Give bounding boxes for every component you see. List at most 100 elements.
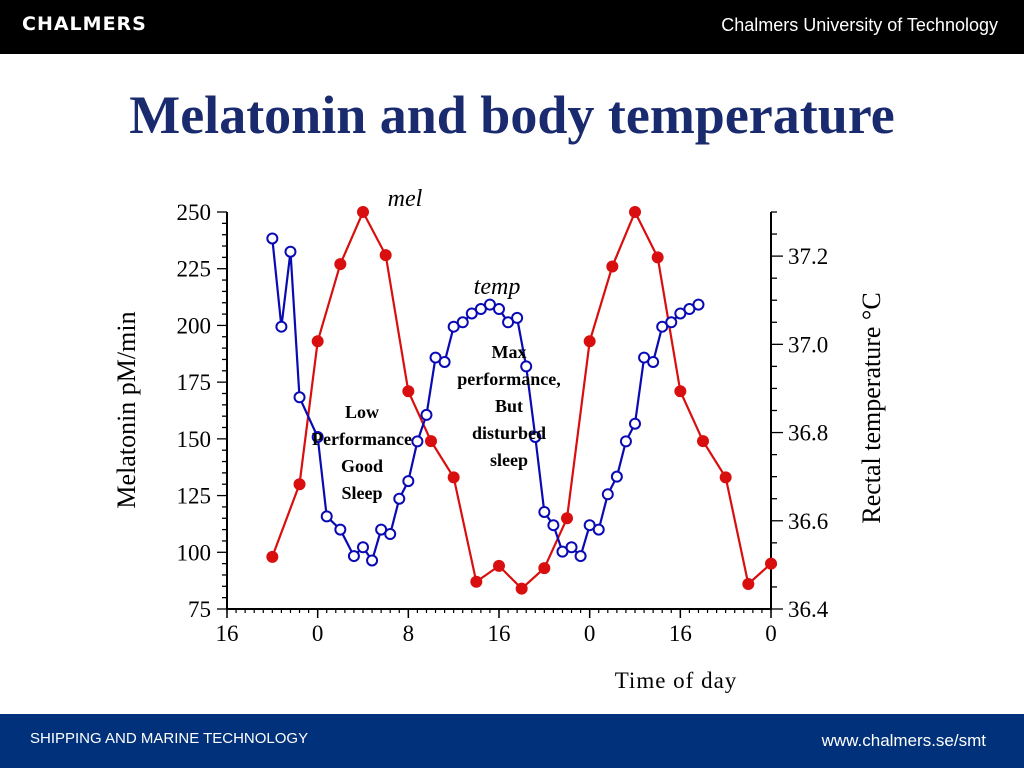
mel-point xyxy=(357,206,369,218)
footer-bar: SHIPPING AND MARINE TECHNOLOGY www.chalm… xyxy=(0,714,1024,768)
temp-point xyxy=(420,408,433,421)
temp-series-label: temp xyxy=(474,274,521,300)
mel-point xyxy=(606,260,619,273)
left-axis-title: Melatonin pM/min xyxy=(112,311,141,508)
mel-point xyxy=(583,335,596,348)
x-tick-label: 0 xyxy=(765,621,777,646)
left-tick-label: 150 xyxy=(177,427,212,452)
temp-point xyxy=(384,528,397,541)
mel-point xyxy=(697,435,709,448)
temp-point xyxy=(402,475,415,488)
data-points xyxy=(266,206,777,595)
mel-series-label: mel xyxy=(388,186,423,212)
left-tick-label: 100 xyxy=(177,540,212,565)
temp-point xyxy=(493,303,505,316)
mel-point xyxy=(293,478,306,491)
left-tick-label: 75 xyxy=(188,597,211,622)
max-performance-note-line: Max xyxy=(492,342,527,362)
department-label: SHIPPING AND MARINE TECHNOLOGY xyxy=(30,730,309,747)
left-tick-label: 225 xyxy=(177,257,212,282)
university-name: Chalmers University of Technology xyxy=(721,15,998,35)
low-performance-note-line: Low xyxy=(345,402,379,422)
max-performance-note-line: sleep xyxy=(490,450,528,470)
temp-point xyxy=(266,232,279,245)
temp-point xyxy=(393,492,406,505)
mel-point xyxy=(515,582,528,595)
mel-point xyxy=(402,385,415,398)
temp-point xyxy=(665,316,678,329)
mel-point xyxy=(651,251,664,264)
labels: Time of day Melatonin pM/min Rectal temper… xyxy=(112,186,886,693)
mel-point xyxy=(334,258,347,271)
mel-point xyxy=(561,512,573,525)
right-tick-label: 36.8 xyxy=(788,421,828,446)
temp-point xyxy=(547,519,560,532)
temp-point xyxy=(456,316,469,329)
max-performance-note-line: disturbed xyxy=(472,423,546,443)
x-axis-title: Time of day xyxy=(615,668,738,693)
temp-point xyxy=(511,311,524,324)
temp-point xyxy=(565,541,578,554)
mel-point xyxy=(470,575,483,588)
temp-point xyxy=(334,523,347,536)
mel-point xyxy=(447,471,460,484)
max-performance-note-line: performance, xyxy=(457,369,560,389)
mel-point xyxy=(266,550,279,563)
mel-point xyxy=(425,435,437,448)
temp-point xyxy=(610,470,623,483)
temp-point xyxy=(592,523,605,536)
mel-point xyxy=(538,562,551,575)
right-tick-label: 36.6 xyxy=(788,509,828,534)
temp-point xyxy=(275,320,288,333)
temp-point xyxy=(601,488,614,501)
slide-title: Melatonin and body temperature xyxy=(129,85,895,145)
temp-point xyxy=(647,355,660,368)
temp-point xyxy=(311,430,324,443)
chart: 75 100 125 150 175 200 225 250 36.4 36.6 36.8 37.0 3… xyxy=(112,186,886,693)
low-performance-note-line: Performance xyxy=(312,429,412,449)
temp-point xyxy=(619,435,632,448)
temp-point xyxy=(538,505,551,518)
temp-point xyxy=(529,430,542,443)
x-tick-label: 0 xyxy=(312,621,324,646)
mel-point xyxy=(493,559,505,572)
temp-point xyxy=(357,541,369,554)
right-axis-title: Rectal temperature °C xyxy=(857,292,886,523)
temp-point xyxy=(366,554,379,567)
axes: 75 100 125 150 175 200 225 250 36.4 36.6 36.8 37.0 3… xyxy=(177,200,829,646)
mel-point xyxy=(379,249,392,262)
mel-point xyxy=(742,578,755,591)
mel-point xyxy=(765,557,777,570)
right-tick-label: 36.4 xyxy=(788,597,829,622)
temp-point xyxy=(411,435,424,448)
temp-point xyxy=(320,510,333,523)
temp-point xyxy=(284,245,297,258)
temp-point xyxy=(347,550,360,563)
x-tick-label: 8 xyxy=(403,621,415,646)
temp-point xyxy=(629,417,641,430)
right-tick-label: 37.2 xyxy=(788,244,828,269)
mel-point xyxy=(719,471,732,484)
temp-point xyxy=(574,550,587,563)
header-bar: CHALMERS Chalmers University of Technolo… xyxy=(0,0,1024,54)
temp-point xyxy=(438,355,451,368)
mel-point xyxy=(674,385,687,398)
brand-logo: CHALMERS xyxy=(22,13,147,35)
left-tick-label: 175 xyxy=(177,370,212,395)
left-tick-label: 200 xyxy=(177,313,212,338)
left-tick-label: 250 xyxy=(177,200,212,225)
temp-point xyxy=(520,360,533,373)
low-performance-note-line: Sleep xyxy=(341,483,382,503)
x-tick-label: 16 xyxy=(216,621,239,646)
x-tick-label: 0 xyxy=(584,621,596,646)
max-performance-note-line: But xyxy=(495,396,523,416)
temp-point xyxy=(692,298,705,311)
mel-point xyxy=(311,335,324,348)
x-tick-label: 16 xyxy=(669,621,692,646)
left-tick-label: 125 xyxy=(177,484,212,509)
right-tick-label: 37.0 xyxy=(788,332,828,357)
website-link[interactable]: www.chalmers.se/smt xyxy=(821,731,986,750)
low-performance-note-line: Good xyxy=(341,456,383,476)
mel-point xyxy=(629,206,641,218)
x-tick-label: 16 xyxy=(488,621,511,646)
